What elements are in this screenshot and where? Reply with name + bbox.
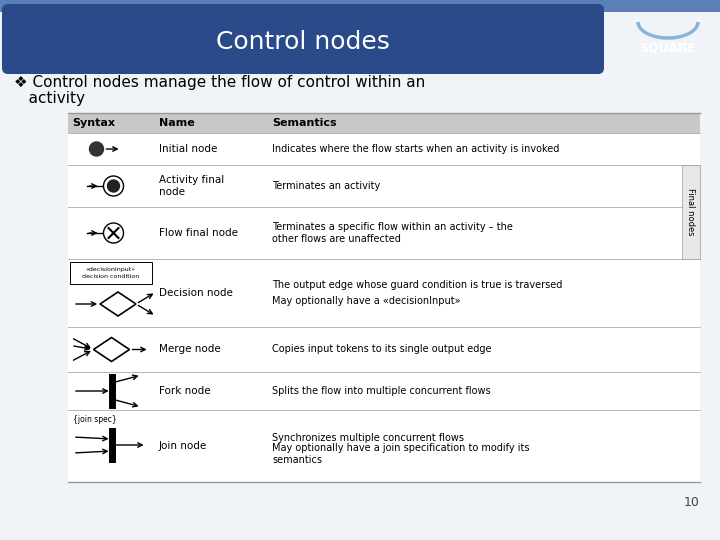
Circle shape xyxy=(107,180,120,192)
Text: Name: Name xyxy=(159,118,194,128)
Text: Copies input tokens to its single output edge: Copies input tokens to its single output… xyxy=(272,345,492,354)
Text: activity: activity xyxy=(14,91,85,105)
Text: 10: 10 xyxy=(684,496,700,509)
Text: ❖ Control nodes manage the flow of control within an: ❖ Control nodes manage the flow of contr… xyxy=(14,75,426,90)
Bar xyxy=(68,113,700,133)
Bar xyxy=(682,165,700,259)
Text: Merge node: Merge node xyxy=(159,345,221,354)
Text: Fork node: Fork node xyxy=(159,386,211,396)
Bar xyxy=(70,262,152,284)
Text: Splits the flow into multiple concurrent flows: Splits the flow into multiple concurrent… xyxy=(272,386,490,396)
Text: SQUARE: SQUARE xyxy=(639,42,696,55)
Text: Indicates where the flow starts when an activity is invoked: Indicates where the flow starts when an … xyxy=(272,144,559,154)
Text: May optionally have a join specification to modify its
semantics: May optionally have a join specification… xyxy=(272,443,529,465)
Polygon shape xyxy=(94,338,130,361)
Text: Final nodes: Final nodes xyxy=(686,188,696,236)
Text: May optionally have a «decisionInput»: May optionally have a «decisionInput» xyxy=(272,296,461,306)
Text: Semantics: Semantics xyxy=(272,118,337,128)
Bar xyxy=(68,113,700,482)
Text: Synchronizes multiple concurrent flows: Synchronizes multiple concurrent flows xyxy=(272,433,464,443)
Text: Initial node: Initial node xyxy=(159,144,217,154)
Text: Syntax: Syntax xyxy=(72,118,115,128)
Text: Control nodes: Control nodes xyxy=(216,30,390,54)
Text: «decisionInput»
decision condition: «decisionInput» decision condition xyxy=(82,267,140,279)
FancyBboxPatch shape xyxy=(2,4,604,74)
Circle shape xyxy=(89,142,104,156)
Bar xyxy=(0,0,720,12)
Text: Flow final node: Flow final node xyxy=(159,228,238,238)
Text: Join node: Join node xyxy=(159,441,207,451)
Text: Decision node: Decision node xyxy=(159,288,233,298)
Text: Activity final
node: Activity final node xyxy=(159,175,224,197)
Circle shape xyxy=(104,176,124,196)
Circle shape xyxy=(104,223,124,243)
Text: Terminates an activity: Terminates an activity xyxy=(272,181,380,191)
Text: The output edge whose guard condition is true is traversed: The output edge whose guard condition is… xyxy=(272,280,562,290)
Polygon shape xyxy=(100,292,136,316)
Text: Terminates a specific flow within an activity – the
other flows are unaffected: Terminates a specific flow within an act… xyxy=(272,222,513,244)
Text: {join spec}: {join spec} xyxy=(73,415,117,424)
